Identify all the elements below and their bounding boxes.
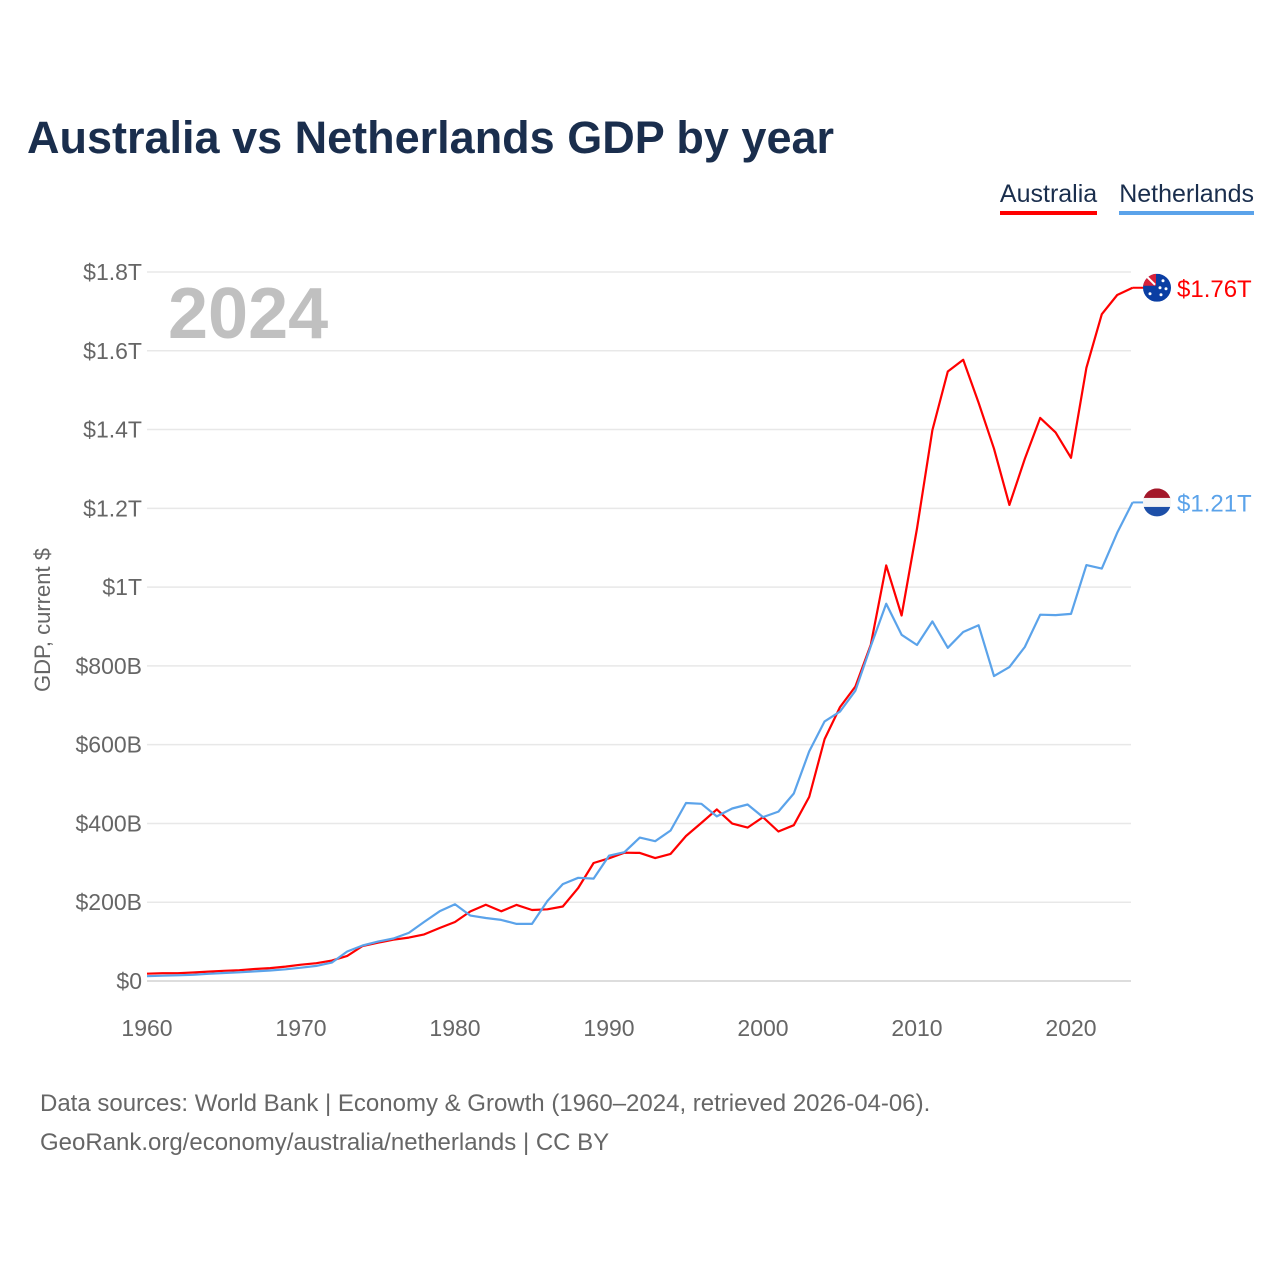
y-tick-label: $1.2T bbox=[83, 495, 142, 521]
end-value-label: $1.76T bbox=[1177, 276, 1252, 303]
x-tick-label: 2010 bbox=[891, 1015, 942, 1041]
netherlands-flag-icon bbox=[1143, 488, 1171, 517]
end-value-label: $1.21T bbox=[1177, 490, 1252, 517]
series-line-australia bbox=[146, 286, 1134, 975]
series-line-netherlands bbox=[146, 501, 1134, 978]
source-line-1: Data sources: World Bank | Economy & Gro… bbox=[40, 1090, 931, 1117]
source-line-2[interactable]: GeoRank.org/economy/australia/netherland… bbox=[40, 1129, 610, 1156]
legend-australia[interactable]: Australia bbox=[999, 180, 1098, 215]
legend: Australia Netherlands bbox=[999, 180, 1254, 215]
x-tick-label: 2020 bbox=[1045, 1015, 1096, 1041]
y-tick-label: $0 bbox=[116, 968, 142, 994]
legend-netherlands[interactable]: Netherlands bbox=[1119, 180, 1254, 215]
x-tick-label: 1980 bbox=[429, 1015, 480, 1041]
y-tick-label: $1.6T bbox=[83, 338, 142, 364]
australia-flag-icon bbox=[1143, 273, 1171, 302]
x-tick-label: 2000 bbox=[737, 1015, 788, 1041]
x-tick-label: 1970 bbox=[275, 1015, 326, 1041]
y-tick-label: $800B bbox=[75, 653, 142, 679]
x-tick-label: 1990 bbox=[583, 1015, 634, 1041]
x-tick-label: 1960 bbox=[121, 1015, 172, 1041]
y-axis-label: GDP, current $ bbox=[30, 548, 55, 692]
chart-title: Australia vs Netherlands GDP by year bbox=[27, 112, 835, 163]
y-tick-label: $200B bbox=[75, 889, 142, 915]
y-tick-label: $400B bbox=[75, 810, 142, 836]
y-tick-label: $1.4T bbox=[83, 417, 142, 443]
y-tick-label: $1.8T bbox=[83, 259, 142, 285]
y-tick-label: $600B bbox=[75, 732, 142, 758]
y-tick-label: $1T bbox=[102, 574, 142, 600]
source-note: Data sources: World Bank | Economy & Gro… bbox=[40, 1084, 930, 1162]
year-label: 2024 bbox=[168, 274, 328, 354]
